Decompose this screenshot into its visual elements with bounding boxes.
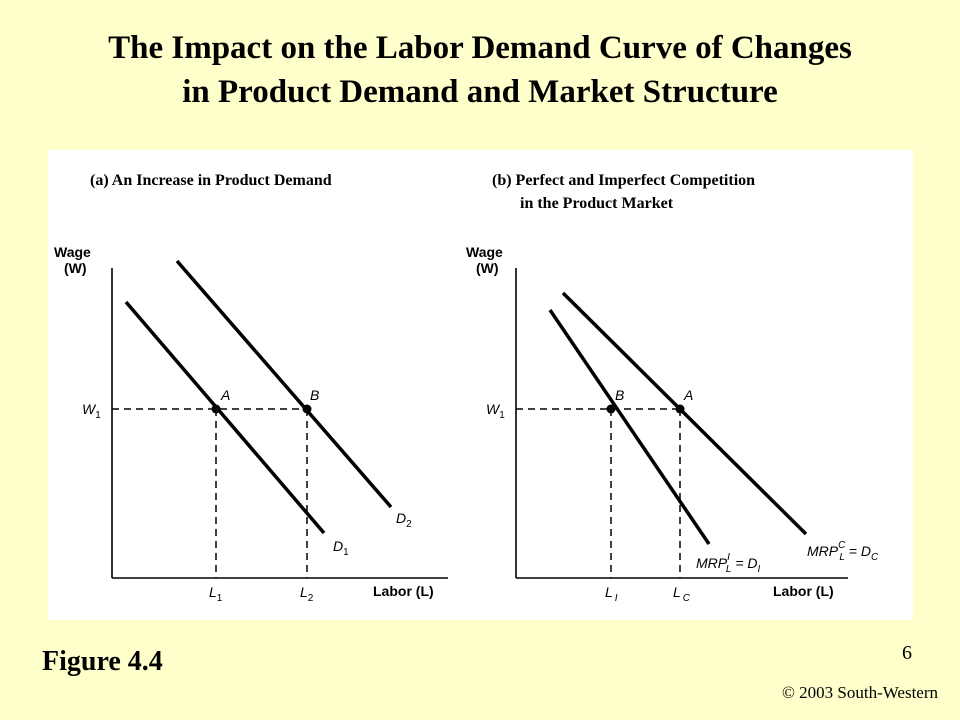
panel-b-title-line-2: in the Product Market — [520, 195, 674, 212]
panel-a-title: (a) An Increase in Product Demand — [90, 172, 332, 189]
panel-b: (b) Perfect and Imperfect Competition in… — [466, 172, 879, 604]
panel-b-curve-perfect-label: MRPC L = DC — [807, 540, 879, 563]
panel-a-x-label: Labor (L) — [373, 583, 434, 599]
panel-a-y-label-line-2: (W) — [64, 260, 87, 276]
panel-a: (a) An Increase in Product Demand Wage (… — [54, 172, 448, 604]
figure-panel: (a) An Increase in Product Demand Wage (… — [48, 150, 913, 620]
copyright-notice: © 2003 South-Western — [781, 683, 938, 702]
panel-a-point-a — [211, 404, 221, 414]
panel-a-curve-d2-label: D2 — [396, 510, 412, 530]
panel-b-title-line-1: (b) Perfect and Imperfect Competition — [492, 172, 755, 189]
panel-b-y-tick-w1: W1 — [486, 401, 505, 421]
page-number: 6 — [902, 642, 912, 664]
panel-b-point-a-label: A — [683, 387, 693, 403]
panel-a-x-tick-l2: L2 — [300, 584, 314, 604]
panel-a-point-b-label: B — [310, 387, 319, 403]
figure-svg: (a) An Increase in Product Demand Wage (… — [54, 172, 879, 604]
panel-b-curve-perfect — [561, 291, 808, 536]
panel-b-y-label-line-2: (W) — [476, 260, 499, 276]
panel-a-curve-d1 — [124, 300, 326, 535]
figure-caption: Figure 4.4 — [42, 646, 163, 677]
panel-a-curve-d2 — [175, 259, 393, 509]
panel-a-point-b — [302, 404, 312, 414]
panel-a-y-tick-w1: W1 — [82, 401, 101, 421]
panel-b-point-b-label: B — [615, 387, 624, 403]
panel-b-y-label-line-1: Wage — [466, 244, 503, 260]
slide-title-line-1: The Impact on the Labor Demand Curve of … — [108, 30, 852, 66]
panel-b-point-a — [675, 404, 685, 414]
panel-b-curve-imperfect-label: MRPI L = DI — [696, 552, 761, 575]
slide-title: The Impact on the Labor Demand Curve of … — [0, 26, 960, 114]
panel-a-curve-d1-label: D1 — [333, 538, 349, 558]
panel-a-y-label-line-1: Wage — [54, 244, 91, 260]
panel-b-curve-imperfect — [548, 309, 711, 545]
panel-b-x-label: Labor (L) — [773, 583, 834, 599]
panel-b-point-b — [606, 404, 616, 414]
panel-a-x-tick-l1: L1 — [209, 584, 223, 604]
panel-a-point-a-label: A — [220, 387, 230, 403]
slide-title-line-2: in Product Demand and Market Structure — [182, 74, 778, 110]
